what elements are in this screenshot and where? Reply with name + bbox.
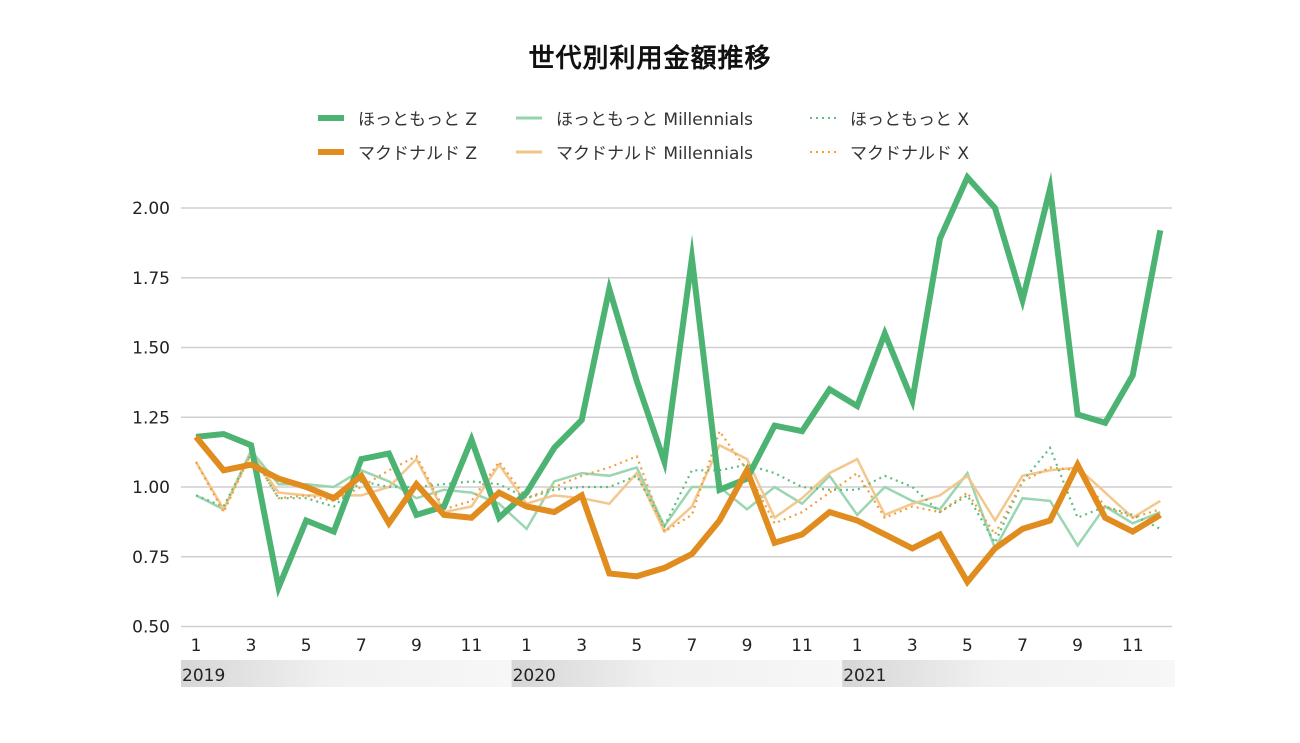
x-tick-label: 1 <box>191 636 202 656</box>
x-tick-label: 3 <box>907 636 918 656</box>
x-tick-label: 9 <box>411 636 422 656</box>
year-label: 2021 <box>843 666 886 686</box>
x-tick-label: 11 <box>1122 636 1144 656</box>
legend-item-hotto-x[interactable]: ほっともっと X <box>810 105 969 130</box>
y-tick-label: 1.75 <box>132 269 170 289</box>
x-tick-label: 9 <box>742 636 753 656</box>
y-tick-label: 0.50 <box>132 618 170 638</box>
x-tick-label: 11 <box>791 636 813 656</box>
x-tick-label: 1 <box>852 636 863 656</box>
x-tick-label: 3 <box>576 636 587 656</box>
x-tick-label: 11 <box>461 636 483 656</box>
y-tick-label: 1.00 <box>132 478 170 498</box>
legend-item-hotto-z[interactable]: ほっともっと Z <box>318 105 477 130</box>
x-tick-label: 7 <box>1017 636 1028 656</box>
legend-swatch-dotted-icon <box>810 116 836 119</box>
series-line-3 <box>194 443 1161 534</box>
legend-item-mcd-z[interactable]: マクドナルド Z <box>318 139 477 164</box>
legend-label: マクドナルド X <box>850 144 970 164</box>
legend-label: ほっともっと Z <box>358 110 478 130</box>
x-tick-label: 3 <box>246 636 257 656</box>
legend-item-mcd-x[interactable]: マクドナルド X <box>810 139 969 164</box>
legend-label: ほっともっと Millennials <box>556 110 753 130</box>
series-line-5 <box>195 428 1161 537</box>
legend-item-hotto-millennials[interactable]: ほっともっと Millennials <box>516 105 753 130</box>
x-tick-label: 5 <box>962 636 973 656</box>
legend-label: ほっともっと X <box>850 110 970 130</box>
legend-label: マクドナルド Z <box>358 144 478 164</box>
legend: ほっともっと Z マクドナルド Z ほっともっと Millennials マクド… <box>318 105 1018 169</box>
x-tick-label: 5 <box>301 636 312 656</box>
x-tick-label: 7 <box>356 636 367 656</box>
y-tick-label: 2.00 <box>132 199 170 219</box>
legend-swatch-thick-icon <box>318 114 344 121</box>
y-tick-label: 1.50 <box>132 339 170 359</box>
series-line-1 <box>193 434 1162 588</box>
y-tick-label: 0.75 <box>132 548 170 568</box>
legend-swatch-thick-icon <box>318 148 344 155</box>
year-label: 2019 <box>182 666 225 686</box>
legend-swatch-dotted-icon <box>810 150 836 153</box>
x-tick-label: 7 <box>686 636 697 656</box>
x-tick-label: 1 <box>521 636 532 656</box>
legend-label: マクドナルド Millennials <box>556 144 753 164</box>
legend-swatch-thin-icon <box>516 116 542 119</box>
x-tick-label: 5 <box>631 636 642 656</box>
year-band <box>511 660 843 687</box>
year-band <box>181 660 512 687</box>
series-line-0 <box>195 171 1164 598</box>
legend-item-mcd-millennials[interactable]: マクドナルド Millennials <box>516 139 753 164</box>
y-tick-label: 1.25 <box>132 408 170 428</box>
chart-title: 世代別利用金額推移 <box>528 44 772 74</box>
year-band <box>842 660 1175 687</box>
x-tick-label: 9 <box>1072 636 1083 656</box>
year-label: 2020 <box>513 666 556 686</box>
series-line-4 <box>195 445 1161 546</box>
legend-swatch-thin-icon <box>516 150 542 153</box>
